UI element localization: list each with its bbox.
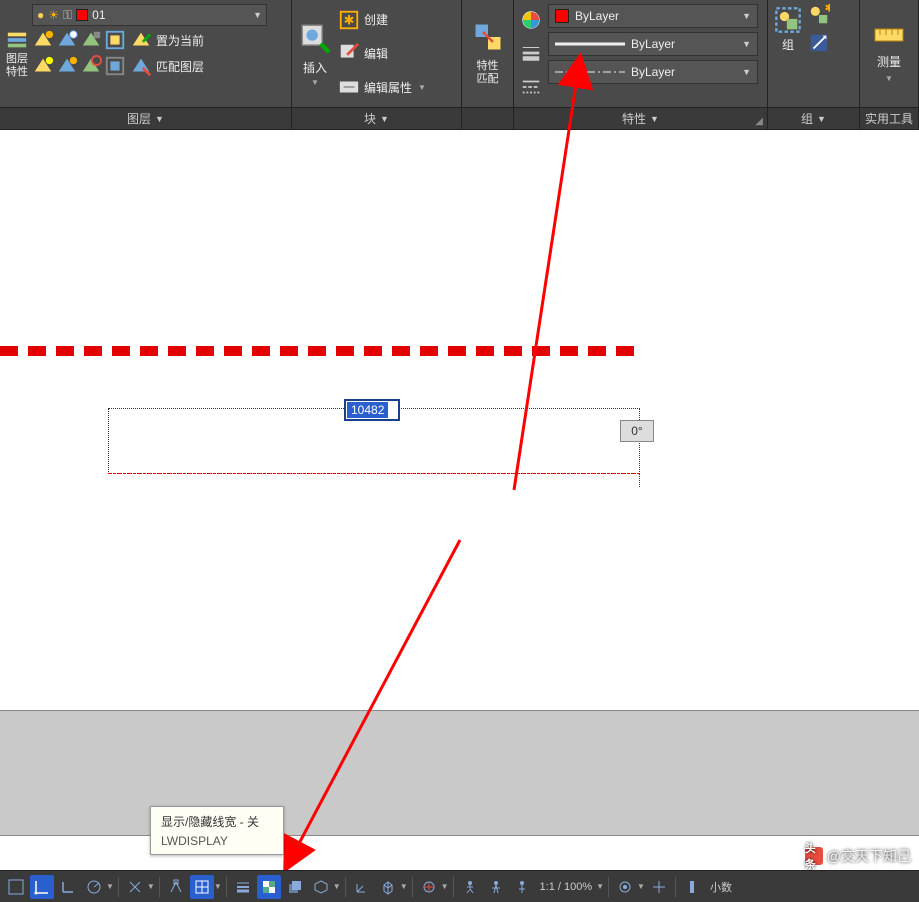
- panel-title-properties[interactable]: 特性▼◢: [514, 107, 767, 129]
- layer-color-swatch: [76, 9, 88, 21]
- otrack-icon[interactable]: [190, 875, 214, 899]
- panel-block: 插入 ▼ ✱创建 编辑 编辑属性▼ 块▼: [292, 0, 462, 129]
- watermark-logo: 头条: [805, 847, 823, 865]
- layer-properties-label: 图层特性: [6, 53, 28, 77]
- layer-on-icon[interactable]: [32, 55, 54, 77]
- insert-block-icon[interactable]: [298, 21, 332, 55]
- color-swatch: [555, 9, 569, 23]
- angle-display: 0°: [620, 420, 654, 442]
- create-block-button[interactable]: ✱创建: [336, 8, 428, 32]
- units-display[interactable]: 小数: [706, 879, 736, 895]
- scale-display[interactable]: 1:1 / 100%: [536, 881, 597, 893]
- layer-dropdown[interactable]: ●☀⚿ 01 ▼: [32, 4, 267, 26]
- lineweight-dropdown[interactable]: ByLayer▼: [548, 32, 758, 56]
- osnap-icon[interactable]: [164, 875, 188, 899]
- edit-block-button[interactable]: 编辑: [336, 41, 428, 65]
- units-icon[interactable]: [680, 875, 704, 899]
- layer-off-icon[interactable]: [32, 29, 54, 51]
- isodraft-icon[interactable]: [123, 875, 147, 899]
- edit-attr-icon: [338, 76, 360, 98]
- annotation-scale-icon[interactable]: [647, 875, 671, 899]
- watermark-text: @交天下知己: [827, 846, 911, 866]
- layer-uniso-icon[interactable]: [104, 55, 126, 77]
- layer-thaw-icon[interactable]: [56, 55, 78, 77]
- selection-cycling-icon[interactable]: [283, 875, 307, 899]
- status-bar: ▼ ▼ ▼ ▼ ▼ ▼ 1:1 / 100%▼ ▼ 小数: [0, 870, 919, 902]
- measure-label: 测量: [877, 53, 901, 70]
- match-layer-button[interactable]: 匹配图层: [128, 54, 206, 78]
- panel-title-layers[interactable]: 图层▼: [0, 107, 291, 129]
- polar-icon[interactable]: [82, 875, 106, 899]
- panel-propmatch: 特性匹配: [462, 0, 514, 129]
- layer-iso-icon[interactable]: [104, 29, 126, 51]
- panel-title-utility: 实用工具: [860, 107, 918, 129]
- tooltip: 显示/隐藏线宽 - 关 LWDISPLAY: [150, 806, 284, 855]
- svg-text:✱: ✱: [344, 12, 355, 27]
- layer-lock-icon[interactable]: [80, 29, 102, 51]
- lineweight-list-icon[interactable]: [520, 42, 542, 64]
- linetype-dropdown[interactable]: ByLayer▼: [548, 60, 758, 84]
- tooltip-command: LWDISPLAY: [161, 834, 273, 848]
- group-label: 组: [782, 36, 794, 53]
- drawing-canvas[interactable]: 10482 0°: [0, 130, 919, 710]
- color-dropdown[interactable]: ByLayer▼: [548, 4, 758, 28]
- propmatch-label: 特性匹配: [477, 60, 499, 84]
- dimension-input[interactable]: 10482: [344, 399, 400, 421]
- group-icon[interactable]: [774, 6, 802, 34]
- linetype-list-icon[interactable]: [520, 76, 542, 98]
- panel-layers: 图层特性 ●☀⚿ 01 ▼ 置为当前: [0, 0, 292, 129]
- tooltip-title: 显示/隐藏线宽 - 关: [161, 813, 273, 830]
- color-wheel-icon[interactable]: [520, 9, 542, 31]
- insert-label: 插入: [303, 59, 327, 76]
- dynamic-ucs-icon[interactable]: [350, 875, 374, 899]
- svg-text:✱: ✱: [825, 4, 831, 14]
- panel-title-group[interactable]: 组▼: [768, 107, 859, 129]
- panel-utility: 测量 ▼ 实用工具: [860, 0, 919, 129]
- thin-dashed-line: [108, 473, 640, 474]
- edit-attr-button[interactable]: 编辑属性▼: [336, 75, 428, 99]
- panel-properties: ByLayer▼ ByLayer▼ ByLayer▼ 特性▼◢: [514, 0, 768, 129]
- ungroup-icon[interactable]: ✱: [808, 4, 830, 26]
- watermark: 头条 @交天下知己: [805, 846, 911, 866]
- set-current-icon: [130, 29, 152, 51]
- transparency-icon[interactable]: [257, 875, 281, 899]
- ortho-icon[interactable]: [56, 875, 80, 899]
- match-properties-icon[interactable]: [473, 22, 503, 52]
- panel-title-block[interactable]: 块▼: [292, 107, 461, 129]
- ribbon: 图层特性 ●☀⚿ 01 ▼ 置为当前: [0, 0, 919, 130]
- chevron-down-icon: ▼: [253, 10, 262, 20]
- 3dosnap-icon[interactable]: [309, 875, 333, 899]
- steering-icon[interactable]: [510, 875, 534, 899]
- lineweight-toggle-icon[interactable]: [231, 875, 255, 899]
- fly-icon[interactable]: [484, 875, 508, 899]
- set-current-button[interactable]: 置为当前: [128, 28, 206, 52]
- group-edit-icon[interactable]: [808, 32, 830, 54]
- thick-dashed-line: [0, 346, 640, 356]
- measure-icon[interactable]: [874, 25, 904, 45]
- model-space-icon[interactable]: [4, 875, 28, 899]
- layer-name: 01: [92, 8, 105, 22]
- layer-freeze-icon[interactable]: [56, 29, 78, 51]
- layer-unlock-icon[interactable]: [80, 55, 102, 77]
- panel-title-propmatch: [462, 107, 513, 129]
- 3d-cube-icon[interactable]: [376, 875, 400, 899]
- walk-icon[interactable]: [458, 875, 482, 899]
- match-layer-icon: [130, 55, 152, 77]
- layer-properties-icon[interactable]: [6, 29, 28, 51]
- layout-background: [0, 710, 919, 836]
- edit-block-icon: [338, 42, 360, 64]
- gizmo-icon[interactable]: [417, 875, 441, 899]
- panel-group: 组 ✱ 组▼: [768, 0, 860, 129]
- settings-icon[interactable]: [613, 875, 637, 899]
- create-block-icon: ✱: [338, 9, 360, 31]
- grid-snap-icon[interactable]: [30, 875, 54, 899]
